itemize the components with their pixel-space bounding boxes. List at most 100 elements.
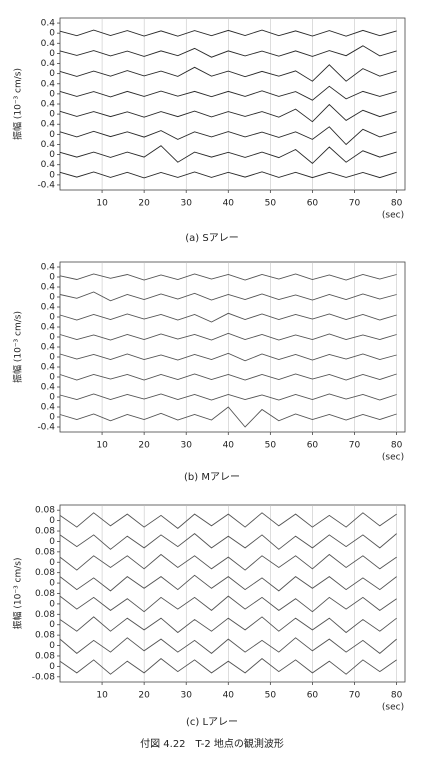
- trace: [59, 393, 397, 401]
- y-tick-label: 0: [49, 620, 55, 630]
- x-tick-label: 20: [138, 441, 150, 451]
- x-tick-label: 10: [96, 691, 108, 701]
- y-tick-label: 0: [49, 537, 55, 547]
- x-tick-label: 70: [349, 441, 361, 451]
- y-tick-label: -0.08: [32, 672, 56, 682]
- y-tick-label: 0: [49, 69, 55, 79]
- y-tick-label: 0.4: [41, 19, 56, 29]
- trace: [59, 312, 397, 323]
- y-tick-label: 0.4: [41, 100, 56, 110]
- y-tick-label: 0.4: [41, 59, 56, 69]
- x-tick-label: 70: [349, 691, 361, 701]
- y-tick-label: 0.4: [41, 263, 56, 273]
- y-tick-label: 0: [49, 110, 55, 120]
- y-axis-label: 振幅 (10⁻³ cm/s): [12, 68, 24, 140]
- y-tick-label: 0: [49, 89, 55, 99]
- y-tick-label: 0: [49, 413, 55, 423]
- trace: [59, 373, 397, 381]
- y-tick-label: 0: [49, 599, 55, 609]
- y-tick-label: 0.4: [41, 403, 56, 413]
- y-tick-label: 0: [49, 641, 55, 651]
- trace: [59, 616, 397, 634]
- x-tick-label: 40: [223, 441, 235, 451]
- x-axis-label: (sec): [382, 703, 404, 713]
- trace: [59, 45, 397, 58]
- y-tick-label: 0.4: [41, 303, 56, 313]
- x-tick-label: 20: [138, 199, 150, 209]
- y-tick-label: 0.4: [41, 79, 56, 89]
- x-tick-label: 20: [138, 691, 150, 701]
- y-tick-label: 0.08: [35, 631, 55, 641]
- y-tick-label: 0: [49, 662, 55, 672]
- trace: [59, 64, 397, 82]
- x-tick-label: 30: [180, 441, 192, 451]
- plot-frame: [59, 504, 406, 683]
- y-tick-label: 0.4: [41, 363, 56, 373]
- trace: [59, 145, 397, 165]
- x-tick-label: 60: [307, 199, 319, 209]
- x-tick-label: 60: [307, 441, 319, 451]
- x-tick-label: 50: [265, 199, 277, 209]
- x-tick-label: 80: [391, 199, 403, 209]
- y-tick-label: 0: [49, 393, 55, 403]
- x-tick-label: 50: [265, 691, 277, 701]
- y-tick-label: 0: [49, 150, 55, 160]
- x-tick-label: 40: [223, 691, 235, 701]
- trace: [59, 533, 397, 550]
- y-tick-label: 0.4: [41, 343, 56, 353]
- trace: [59, 406, 397, 428]
- y-tick-label: 0.4: [41, 140, 56, 150]
- panel-caption: (c) Lアレー: [186, 717, 238, 728]
- x-tick-label: 60: [307, 691, 319, 701]
- y-tick-label: 0: [49, 29, 55, 39]
- trace: [59, 85, 397, 101]
- y-tick-label: 0.08: [35, 568, 55, 578]
- y-axis-label: 振幅 (10⁻³ cm/s): [12, 311, 24, 383]
- x-tick-label: 80: [391, 691, 403, 701]
- y-tick-label: 0: [49, 333, 55, 343]
- x-axis-label: (sec): [382, 211, 404, 221]
- y-tick-label: 0.08: [35, 589, 55, 599]
- y-tick-label: 0: [49, 353, 55, 363]
- trace: [59, 126, 397, 146]
- trace: [59, 512, 397, 529]
- trace: [59, 29, 397, 37]
- y-tick-label: 0: [49, 579, 55, 589]
- x-tick-label: 10: [96, 199, 108, 209]
- y-tick-label: 0.4: [41, 120, 56, 130]
- y-tick-label: 0: [49, 273, 55, 283]
- trace: [59, 332, 397, 341]
- trace: [59, 273, 397, 281]
- y-tick-label: 0.08: [35, 506, 55, 516]
- x-tick-label: 70: [349, 199, 361, 209]
- y-tick-label: 0: [49, 293, 55, 303]
- y-tick-label: 0.08: [35, 651, 55, 661]
- y-tick-label: 0.08: [35, 547, 55, 557]
- trace: [59, 103, 397, 123]
- trace: [59, 637, 397, 654]
- x-tick-label: 10: [96, 441, 108, 451]
- figure-caption: 付図 4.22 T-2 地点の観測波形: [140, 737, 284, 750]
- y-tick-label: -0.4: [37, 423, 55, 433]
- y-tick-label: 0.4: [41, 383, 56, 393]
- y-tick-label: 0: [49, 130, 55, 140]
- y-tick-label: 0.4: [41, 39, 56, 49]
- trace: [59, 574, 397, 592]
- trace: [59, 171, 397, 179]
- y-tick-label: 0: [49, 516, 55, 526]
- y-tick-label: 0: [49, 373, 55, 383]
- y-axis-label: 振幅 (10⁻³ cm/s): [12, 558, 24, 630]
- y-tick-label: -0.4: [37, 180, 55, 190]
- y-tick-label: 0: [49, 170, 55, 180]
- plot-frame: [59, 261, 406, 433]
- x-axis-label: (sec): [382, 453, 404, 463]
- panel-caption: (b) Mアレー: [184, 472, 240, 483]
- x-tick-label: 30: [180, 199, 192, 209]
- y-tick-label: 0: [49, 313, 55, 323]
- y-tick-label: 0: [49, 558, 55, 568]
- trace: [59, 352, 397, 362]
- trace: [59, 658, 397, 675]
- y-tick-label: 0.4: [41, 283, 56, 293]
